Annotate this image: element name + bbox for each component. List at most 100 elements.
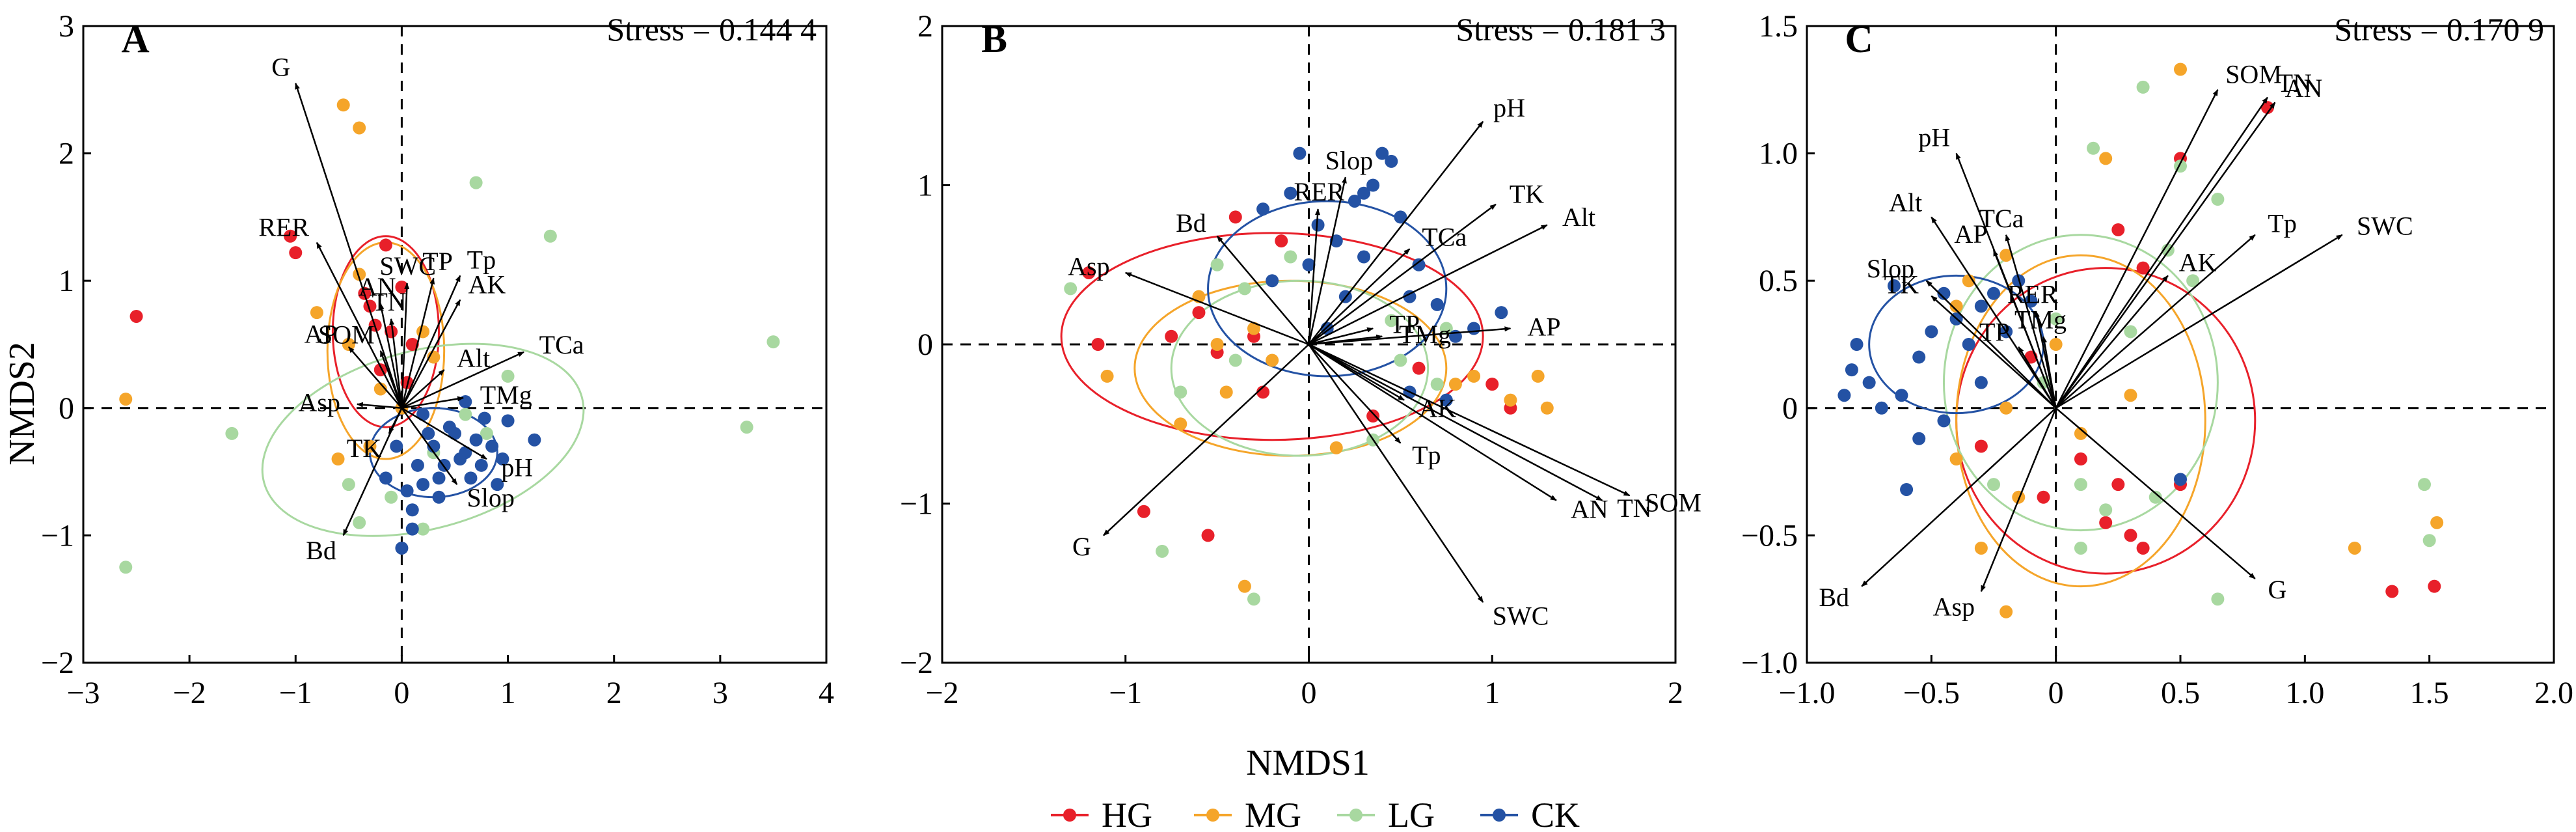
vector-label: TP <box>1389 309 1420 339</box>
x-tick-label: 0.5 <box>2161 676 2200 710</box>
y-tick-label: −2 <box>900 646 933 680</box>
vector-an <box>1308 343 1557 501</box>
x-tick-label: −1 <box>279 676 312 710</box>
vector-slop <box>1925 280 2057 409</box>
point-ck <box>454 452 467 466</box>
point-ck <box>416 408 430 421</box>
vector-tk <box>1931 295 2057 409</box>
point-mg <box>1974 541 1988 555</box>
point-lg <box>1156 544 1169 558</box>
point-mg <box>1266 354 1279 367</box>
point-hg <box>2111 478 2125 492</box>
legend-label: HG <box>1102 796 1152 832</box>
point-lg <box>2124 325 2137 339</box>
vector-label: TP <box>422 247 453 276</box>
point-lg <box>766 335 780 349</box>
point-lg <box>2186 274 2200 288</box>
vector-ph <box>401 407 487 460</box>
point-ck <box>1925 325 1938 339</box>
point-ck <box>1376 146 1389 160</box>
panel-letter: A <box>121 18 149 61</box>
vector-tp <box>2018 346 2057 409</box>
y-tick-label: 0 <box>917 327 933 362</box>
y-tick-label: −2 <box>41 646 74 680</box>
vector-label: Tp <box>2268 209 2296 238</box>
point-ck <box>1439 393 1453 407</box>
panel-b: −2 −1 0 1 2 −2 −1 0 1 2 B Stress = 0.181 3 pH SlopRER… <box>900 9 1702 710</box>
point-lg <box>2074 541 2087 555</box>
legend-label: CK <box>1531 796 1580 832</box>
point-lg <box>1439 322 1453 335</box>
y-tick-label: 1 <box>59 264 74 298</box>
point-ck <box>427 439 441 453</box>
ellipse-hg <box>1060 232 1484 441</box>
vector-ak <box>401 299 461 409</box>
vector-label: Asp <box>1933 592 1975 622</box>
point-ck <box>379 471 392 485</box>
vector-g <box>2055 407 2256 579</box>
y-tick-label: 3 <box>59 9 74 44</box>
point-ck <box>1293 146 1307 160</box>
ellipse-mg <box>1955 254 2206 588</box>
point-mg <box>2049 338 2063 351</box>
ellipse-lg <box>1170 279 1430 457</box>
point-lg <box>1284 250 1297 264</box>
point-mg <box>1531 369 1545 383</box>
ellipse-lg <box>261 342 585 537</box>
point-ck <box>1385 154 1398 168</box>
stress-label: Stress = 0.181 3 <box>1456 11 1666 48</box>
legend-marker-mg <box>1206 809 1219 822</box>
point-mg <box>1962 274 1975 288</box>
point-hg <box>2111 223 2125 236</box>
y-tick-label: 0 <box>59 391 74 426</box>
vector-label: AP <box>1527 312 1560 342</box>
vector-tp <box>2055 234 2256 409</box>
point-hg <box>1091 338 1105 351</box>
point-hg <box>1165 329 1178 343</box>
vector-label: SWC <box>1493 602 1549 631</box>
x-tick-label: 1.5 <box>2410 676 2449 710</box>
vector-label: AK <box>468 270 506 299</box>
point-ck <box>1256 202 1270 216</box>
vector-an <box>379 303 403 409</box>
point-ck <box>1912 350 1926 364</box>
point-ck <box>1937 414 1951 428</box>
vector-tp <box>401 277 435 409</box>
y-tick-label: −1 <box>900 487 933 521</box>
point-ck <box>1329 234 1343 248</box>
x-tick-label: 2.0 <box>2534 676 2573 710</box>
point-lg <box>1210 258 1224 271</box>
vector-label: AN <box>2285 74 2323 103</box>
point-hg <box>2037 490 2050 504</box>
x-tick-label: 2 <box>1668 676 1683 710</box>
point-hg <box>2099 516 2113 529</box>
vector-label: TN <box>1617 493 1651 523</box>
vector-alt <box>1931 216 2057 409</box>
point-lg <box>2099 503 2113 517</box>
vector-som <box>2055 89 2219 409</box>
vector-bd <box>1216 235 1310 345</box>
point-hg <box>289 246 303 260</box>
vector-ak <box>2055 275 2169 409</box>
vector-label: TK <box>347 434 381 463</box>
vector-label: Bd <box>1819 583 1849 612</box>
point-hg <box>1201 529 1215 542</box>
x-tick-label: 3 <box>712 676 728 710</box>
vector-g <box>1103 344 1310 536</box>
point-ck <box>400 484 414 497</box>
vector-label: Tp <box>467 245 496 275</box>
point-hg <box>2136 261 2150 275</box>
legend-marker-hg <box>1063 809 1076 822</box>
ellipse-ck <box>1207 200 1448 378</box>
point-ck <box>1987 286 2000 300</box>
vector-rer <box>1308 208 1320 345</box>
vector-label: Slop <box>1325 146 1373 175</box>
y-tick-label: −0.5 <box>1741 518 1798 553</box>
point-lg <box>1228 354 1242 367</box>
vector-ph <box>1308 120 1484 345</box>
vector-label: RER <box>1294 177 1344 206</box>
point-lg <box>1174 385 1187 399</box>
vector-asp <box>356 402 402 409</box>
panel-letter: B <box>981 18 1007 61</box>
point-mg <box>353 121 366 135</box>
